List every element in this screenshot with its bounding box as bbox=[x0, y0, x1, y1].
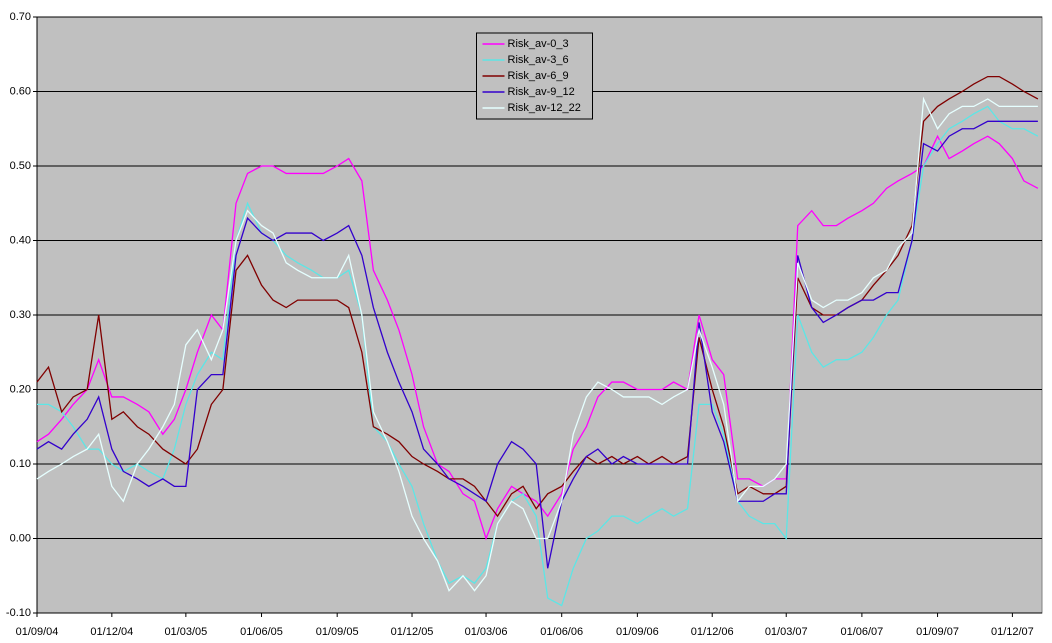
legend-label: Risk_av-0_3 bbox=[508, 38, 569, 50]
series-line bbox=[36, 120, 1038, 569]
x-tick-label: 01/12/05 bbox=[391, 626, 434, 638]
x-tick-label: 01/09/05 bbox=[316, 626, 359, 638]
x-tick-label: 01/09/04 bbox=[16, 626, 59, 638]
y-tick-label: -0.10 bbox=[6, 607, 31, 619]
x-tick-label: 01/06/06 bbox=[540, 626, 583, 638]
y-tick-label: 0.30 bbox=[10, 309, 31, 321]
x-tick-label: 01/12/04 bbox=[90, 626, 133, 638]
legend-label: Risk_av-6_9 bbox=[508, 70, 569, 82]
series-line bbox=[37, 105, 1039, 607]
legend-label: Risk_av-9_12 bbox=[508, 86, 575, 98]
legend-label: Risk_av-12_22 bbox=[508, 102, 581, 114]
x-tick-label: 01/06/05 bbox=[240, 626, 283, 638]
x-tick-label: 01/03/07 bbox=[765, 626, 808, 638]
y-tick-label: 0.70 bbox=[10, 11, 31, 23]
y-tick-label: 0.50 bbox=[10, 160, 31, 172]
x-tick-label: 01/06/07 bbox=[840, 626, 883, 638]
series-line bbox=[36, 75, 1039, 518]
series-line bbox=[36, 96, 1038, 592]
y-tick-label: 0.00 bbox=[10, 532, 31, 544]
legend-label: Risk_av-3_6 bbox=[508, 54, 569, 66]
x-tick-label: 01/03/06 bbox=[465, 626, 508, 638]
x-tick-label: 01/03/05 bbox=[164, 626, 207, 638]
x-tick-label: 01/09/07 bbox=[916, 626, 959, 638]
x-tick-label: 01/12/07 bbox=[991, 626, 1034, 638]
y-tick-label: 0.20 bbox=[10, 383, 31, 395]
x-tick-label: 01/09/06 bbox=[616, 626, 659, 638]
y-tick-label: 0.10 bbox=[10, 458, 31, 470]
legend: Risk_av-0_3 Risk_av-3_6 Risk_av-6_9 Risk_av… bbox=[476, 32, 593, 120]
y-tick-label: 0.60 bbox=[10, 85, 31, 97]
x-tick-label: 01/12/06 bbox=[691, 626, 734, 638]
y-tick-label: 0.40 bbox=[10, 234, 31, 246]
